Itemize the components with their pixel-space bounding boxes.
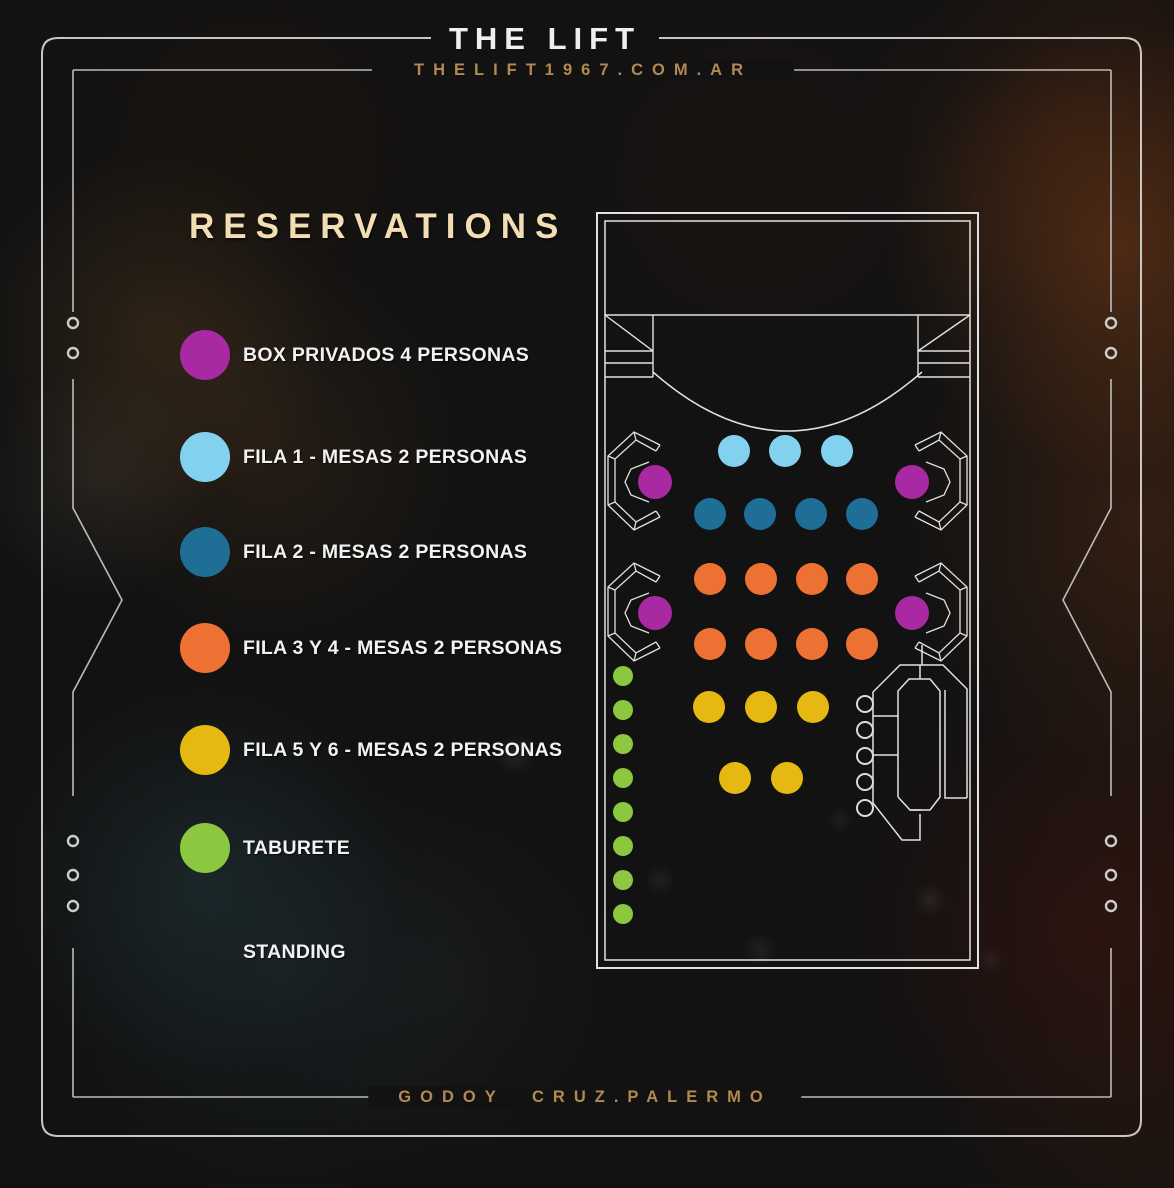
legend-item-box-privados: BOX PRIVADOS 4 PERSONAS [180,330,529,380]
seat-fila-4[interactable] [694,628,726,660]
legend-item-standing: STANDING [180,927,346,977]
seat-fila-3[interactable] [745,563,777,595]
legend-dot-fila-2 [180,527,230,577]
seat-taburete[interactable] [613,768,633,788]
legend-dot-taburete [180,823,230,873]
legend-item-fila-2: FILA 2 - MESAS 2 PERSONAS [180,527,527,577]
seat-fila-6[interactable] [771,762,803,794]
seat-fila-1[interactable] [821,435,853,467]
plan-inner-wall [604,220,971,961]
legend-label-fila-1: FILA 1 - MESAS 2 PERSONAS [243,445,528,468]
venue-title: THE LIFT [430,20,660,58]
seat-fila-2[interactable] [795,498,827,530]
seat-fila-1[interactable] [769,435,801,467]
website-url[interactable]: THELIFT1967.COM.AR [371,60,795,81]
seat-taburete[interactable] [613,700,633,720]
seat-fila-2[interactable] [744,498,776,530]
legend-dot-box-privados [180,330,230,380]
seat-fila-2[interactable] [846,498,878,530]
seat-fila-5[interactable] [693,691,725,723]
stage-front-arc [652,371,923,432]
seat-taburete[interactable] [613,666,633,686]
seat-bar-stool[interactable] [856,695,874,713]
seat-fila-4[interactable] [846,628,878,660]
seat-taburete[interactable] [613,836,633,856]
seat-box-privado[interactable] [895,465,929,499]
seat-taburete[interactable] [613,870,633,890]
seat-fila-5[interactable] [797,691,829,723]
stage-right-speaker [917,314,971,378]
legend-label-fila-2: FILA 2 - MESAS 2 PERSONAS [243,540,528,563]
seat-bar-stool[interactable] [856,747,874,765]
seat-taburete[interactable] [613,802,633,822]
seat-box-privado[interactable] [895,596,929,630]
legend-item-fila-1: FILA 1 - MESAS 2 PERSONAS [180,432,527,482]
seat-bar-stool[interactable] [856,721,874,739]
seat-box-privado[interactable] [638,465,672,499]
legend-label-fila-5-6: FILA 5 Y 6 - MESAS 2 PERSONAS [243,738,563,761]
bar-counter [872,645,968,841]
booth-outline [914,431,968,531]
seat-bar-stool[interactable] [856,799,874,817]
seat-fila-2[interactable] [694,498,726,530]
legend-dot-fila-5-6 [180,725,230,775]
legend-item-fila-5-6: FILA 5 Y 6 - MESAS 2 PERSONAS [180,725,562,775]
inner-frame-right [1062,70,1112,1097]
legend-item-taburete: TABURETE [180,823,350,873]
plan-outer-wall [596,212,979,969]
seat-fila-3[interactable] [694,563,726,595]
frame-ornament-circles [66,316,1118,913]
reservations-heading: RESERVATIONS [189,207,568,246]
seat-taburete[interactable] [613,904,633,924]
booth-outline [607,431,661,531]
seat-fila-3[interactable] [796,563,828,595]
seat-fila-4[interactable] [745,628,777,660]
legend-label-standing: STANDING [243,940,346,963]
legend-label-taburete: TABURETE [243,836,351,859]
seat-bar-stool[interactable] [856,773,874,791]
legend-item-fila-3-4: FILA 3 Y 4 - MESAS 2 PERSONAS [180,623,562,673]
legend-dot-fila-1 [180,432,230,482]
legend-label-box-privados: BOX PRIVADOS 4 PERSONAS [243,343,530,366]
legend-label-fila-3-4: FILA 3 Y 4 - MESAS 2 PERSONAS [243,636,563,659]
booth-outline [914,562,968,662]
outer-border [41,37,1142,1137]
seat-box-privado[interactable] [638,596,672,630]
seat-fila-1[interactable] [718,435,750,467]
seat-fila-3[interactable] [846,563,878,595]
legend-dot-fila-3-4 [180,623,230,673]
booth-outline [607,562,661,662]
seat-fila-6[interactable] [719,762,751,794]
location-text: GODOY CRUZ.PALERMO [368,1086,802,1108]
seat-fila-5[interactable] [745,691,777,723]
seat-fila-4[interactable] [796,628,828,660]
inner-frame-left [72,70,123,1097]
stage-left-speaker [604,314,654,378]
header: THE LIFT [430,20,660,58]
seat-taburete[interactable] [613,734,633,754]
